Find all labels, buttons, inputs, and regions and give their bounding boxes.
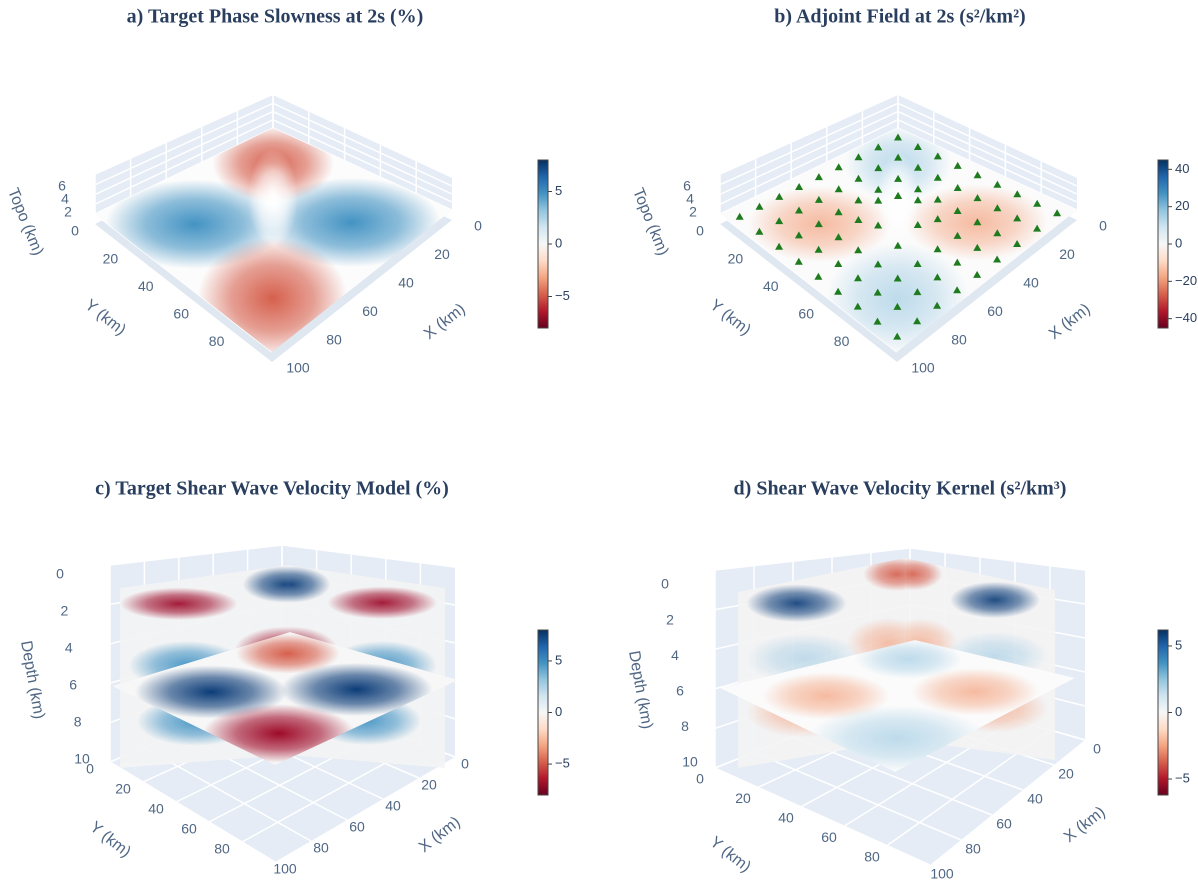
y-tick-label: 40 — [138, 278, 154, 294]
colorbar-tick-label: 5 — [1175, 637, 1182, 652]
colorbar-tick-label: 0 — [555, 704, 562, 719]
z-tick-label: 6 — [676, 683, 684, 699]
z-tick-label: 10 — [74, 751, 90, 767]
x-tick-label: 100 — [286, 360, 310, 376]
x-tick-label: 60 — [996, 816, 1012, 832]
colorbar-tick-label: 20 — [1175, 198, 1189, 213]
z-tick-label: 4 — [671, 647, 679, 663]
x-tick-label: 0 — [1099, 218, 1107, 234]
figure: a) Target Phase Slowness at 2s (%)020406… — [0, 0, 1198, 896]
x-tick-label: 20 — [1059, 246, 1075, 262]
colorbar-tick-label: 40 — [1175, 161, 1189, 176]
x-tick-label: 0 — [461, 756, 469, 772]
chart-title: c) Target Shear Wave Velocity Model (%) — [95, 478, 449, 500]
colorbar-tick-label: −5 — [555, 288, 570, 303]
x-tick-label: 60 — [987, 303, 1003, 319]
z-tick-label: 8 — [74, 714, 82, 730]
z-tick-label: 6 — [69, 677, 77, 693]
colorbar-tick-label: 5 — [555, 183, 562, 198]
axis-title: Y (km) — [706, 834, 753, 876]
y-tick-label: 20 — [728, 250, 744, 266]
z-tick-label: 0 — [56, 566, 64, 582]
axis-title: Topo (km) — [629, 186, 671, 258]
colorbar-tick-label: 0 — [1175, 704, 1182, 719]
x-tick-label: 80 — [965, 841, 981, 857]
y-tick-label: 60 — [173, 306, 189, 322]
colorbar-tick-label: 5 — [555, 652, 562, 667]
chart-title: d) Shear Wave Velocity Kernel (s²/km³) — [734, 478, 1067, 500]
z-tick-label: 2 — [61, 603, 69, 619]
chart-title: b) Adjoint Field at 2s (s²/km²) — [774, 6, 1025, 28]
colorbar — [1158, 160, 1168, 328]
y-tick-label: 60 — [798, 306, 814, 322]
colorbar-tick-label: −5 — [555, 756, 570, 771]
z-tick-label: 6 — [58, 178, 66, 194]
surface-blob — [248, 149, 298, 248]
y-tick-label: 0 — [71, 223, 79, 239]
y-tick-label: 80 — [214, 841, 230, 857]
z-tick-label: 0 — [661, 576, 669, 592]
y-tick-label: 0 — [696, 223, 704, 239]
axis-title: X (km) — [1061, 804, 1109, 846]
x-tick-label: 100 — [273, 861, 297, 877]
colorbar-tick-label: −20 — [1175, 273, 1197, 288]
y-tick-label: 80 — [864, 848, 880, 864]
y-tick-label: 40 — [778, 810, 794, 826]
x-tick-label: 80 — [951, 331, 967, 347]
colorbar-tick-label: −40 — [1175, 310, 1197, 325]
axis-title: Topo (km) — [4, 186, 46, 258]
y-tick-label: 80 — [834, 333, 850, 349]
x-tick-label: 60 — [349, 819, 365, 835]
axis-title: X (km) — [421, 301, 469, 343]
x-tick-label: 20 — [1058, 766, 1074, 782]
z-tick-label: 10 — [682, 754, 698, 770]
surface-blob — [120, 588, 238, 620]
y-tick-label: 40 — [763, 278, 779, 294]
colorbar-tick-label: 0 — [1175, 235, 1182, 250]
x-tick-label: 20 — [421, 777, 437, 793]
axis-title: X (km) — [1046, 301, 1094, 343]
y-tick-label: 80 — [209, 333, 225, 349]
axis-title: Y (km) — [86, 819, 133, 861]
axis-title: Y (km) — [81, 297, 128, 339]
z-tick-label: 4 — [65, 640, 73, 656]
axis-title: X (km) — [416, 814, 464, 856]
surface-blob — [327, 586, 437, 618]
y-tick-label: 60 — [821, 829, 837, 845]
chart-title: a) Target Phase Slowness at 2s (%) — [127, 6, 424, 28]
surface-blob — [746, 584, 846, 622]
x-tick-label: 60 — [362, 303, 378, 319]
x-tick-label: 100 — [930, 866, 954, 882]
x-tick-label: 0 — [474, 218, 482, 234]
colorbar — [538, 630, 548, 795]
colorbar-tick-label: 0 — [555, 235, 562, 250]
z-tick-label: 8 — [681, 718, 689, 734]
x-tick-label: 40 — [385, 798, 401, 814]
x-tick-label: 80 — [326, 331, 342, 347]
axis-title: Depth (km) — [17, 640, 47, 721]
axis-title: Depth (km) — [625, 650, 655, 731]
colorbar — [538, 160, 548, 328]
x-tick-label: 80 — [313, 840, 329, 856]
axis-title: Y (km) — [706, 297, 753, 339]
surface-blob — [950, 582, 1040, 618]
y-tick-label: 20 — [103, 250, 119, 266]
x-tick-label: 20 — [434, 246, 450, 262]
z-tick-label: 2 — [666, 611, 674, 627]
x-tick-label: 40 — [398, 275, 414, 291]
y-tick-label: 20 — [735, 790, 751, 806]
z-tick-label: 6 — [683, 178, 691, 194]
colorbar — [1158, 630, 1168, 795]
x-tick-label: 40 — [1027, 791, 1043, 807]
y-tick-label: 60 — [181, 821, 197, 837]
x-tick-label: 40 — [1023, 275, 1039, 291]
y-tick-label: 40 — [148, 801, 164, 817]
x-tick-label: 100 — [911, 360, 935, 376]
y-tick-label: 20 — [115, 781, 131, 797]
colorbar-tick-label: −5 — [1175, 770, 1190, 785]
x-tick-label: 0 — [1093, 741, 1101, 757]
y-tick-label: 0 — [696, 771, 704, 787]
